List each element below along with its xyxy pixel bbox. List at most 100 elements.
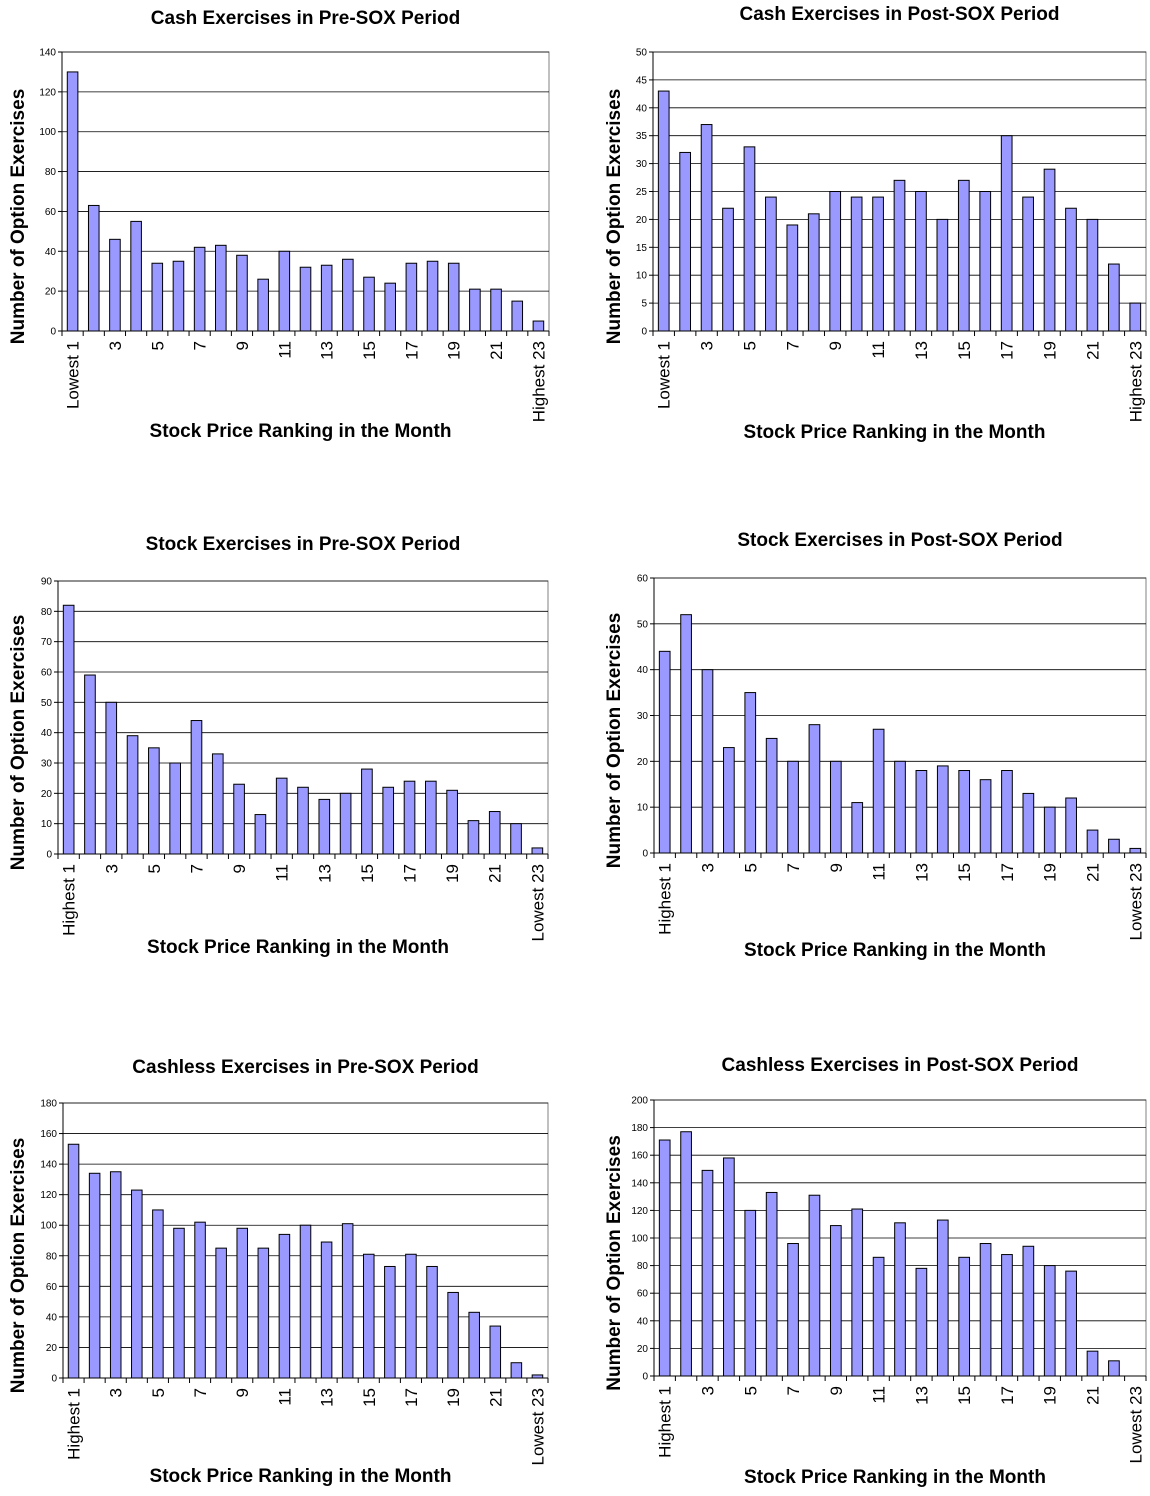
x-tick-label: 3 [698, 341, 717, 350]
y-tick-label: 200 [631, 1096, 648, 1107]
bar [1107, 263, 1120, 332]
bar [426, 1265, 438, 1379]
x-tick-label: 21 [1084, 863, 1103, 882]
x-tick-label: 3 [102, 864, 121, 873]
bar [278, 1233, 291, 1379]
x-ticks [653, 853, 1147, 858]
bar [151, 262, 164, 332]
y-tick-label: 60 [637, 1289, 649, 1300]
y-tick-label: 10 [637, 803, 649, 814]
x-tick-label: 7 [784, 863, 803, 872]
x-tick-label: 19 [1041, 1386, 1060, 1405]
bar [510, 1362, 523, 1379]
x-tick-label: 17 [402, 1388, 421, 1407]
x-tick-label: 11 [275, 341, 294, 359]
x-tick-label: 21 [486, 864, 505, 883]
x-tick-label: 21 [1083, 341, 1102, 360]
bar [851, 1208, 864, 1377]
y-tick-label: 180 [40, 1099, 57, 1110]
x-tick-label: Lowest 1 [655, 341, 674, 409]
bar [425, 780, 437, 855]
y-tick-label: 0 [46, 850, 52, 861]
bar [658, 650, 671, 854]
x-tick-label: 7 [191, 341, 210, 350]
x-tick-label: Highest 23 [529, 341, 548, 422]
y-tick-label: 5 [641, 299, 647, 310]
x-tick-label: 11 [869, 341, 888, 359]
y-tick-labels: 0 5 10 15 20 25 30 35 40 45 50 [636, 48, 653, 338]
bar [1086, 829, 1099, 854]
x-tick-label: 15 [360, 341, 379, 360]
x-axis-title: Stock Price Ranking in the Month [150, 1466, 452, 1487]
x-tick-label: 19 [445, 341, 464, 360]
bar [490, 288, 502, 332]
bar [384, 282, 396, 332]
y-tick-label: 0 [642, 849, 648, 860]
bar [872, 196, 884, 332]
bar [211, 753, 224, 855]
x-axis-title: Stock Price Ranking in the Month [150, 421, 452, 442]
bar [299, 266, 312, 332]
x-tick-label: 17 [998, 341, 1017, 360]
bar [808, 724, 821, 854]
bar [680, 614, 692, 854]
bar [979, 779, 992, 854]
y-gridlines [58, 580, 548, 825]
x-tick-label: 7 [783, 341, 802, 350]
x-tick-label: 7 [191, 1388, 210, 1397]
y-tick-label: 80 [637, 1261, 649, 1272]
chart-stock-post-sox: Stock Exercises in Post-SOX Period 0 10 20 3… [596, 526, 1150, 986]
x-tick-label: 9 [230, 864, 249, 873]
bar [447, 262, 460, 332]
x-tick-label: 19 [443, 864, 462, 883]
bar [109, 238, 121, 332]
bar [723, 1157, 735, 1377]
chart-title: Cashless Exercises in Post-SOX Period [722, 1055, 1079, 1076]
bar [1022, 196, 1034, 332]
bar [510, 823, 522, 855]
bar [1001, 1254, 1013, 1377]
y-tick-label: 20 [636, 215, 648, 226]
bar [1043, 168, 1056, 332]
bar [872, 1256, 885, 1377]
bar [363, 276, 375, 332]
x-tick-label: Highest 23 [1126, 341, 1145, 422]
x-tick-labels: Lowest 1 3 5 7 9 11 13 15 17 19 21 Highest 23 [655, 341, 1146, 422]
bar [1043, 806, 1056, 854]
x-ticks [652, 331, 1147, 336]
x-tick-label: 15 [955, 1386, 974, 1405]
bar [152, 1209, 164, 1379]
bar [1022, 1245, 1035, 1377]
y-tick-label: 40 [45, 247, 57, 258]
x-tick-label: 15 [955, 863, 974, 882]
bars [658, 1131, 1120, 1377]
y-axis-title: Number of Option Exercises [604, 1135, 625, 1391]
y-tick-labels: 0 20 40 60 80 100 120 140 160 180 [40, 1099, 63, 1385]
bar [362, 1253, 375, 1379]
bar [1000, 135, 1013, 332]
x-tick-labels: Highest 1 3 5 7 9 11 13 15 17 19 21 Lowest 23 [656, 1386, 1146, 1464]
x-tick-label: 7 [187, 864, 206, 873]
y-tick-label: 20 [637, 1344, 649, 1355]
bar [829, 1225, 842, 1377]
y-tick-label: 0 [51, 1374, 57, 1385]
bar [893, 179, 906, 332]
x-tick-labels: Highest 1 3 5 7 9 11 13 15 17 19 21 Lowest 23 [656, 863, 1146, 941]
bar [1043, 1265, 1056, 1377]
y-tick-label: 90 [41, 577, 53, 588]
chart-title: Stock Exercises in Post-SOX Period [737, 530, 1062, 551]
chart-cashless-pre-sox: Cashless Exercises in Pre-SOX Period 0 20 4… [0, 1050, 560, 1496]
y-tick-label: 50 [41, 698, 53, 709]
x-tick-label: Highest 1 [60, 864, 79, 936]
bar [382, 786, 395, 855]
y-tick-label: 100 [40, 1221, 57, 1232]
x-tick-label: Highest 1 [656, 1386, 675, 1458]
y-tick-label: 140 [39, 48, 56, 59]
bar [236, 1227, 249, 1379]
chart-title: Cash Exercises in Post-SOX Period [740, 4, 1060, 25]
y-gridlines [653, 51, 1146, 304]
x-tick-label: 9 [233, 341, 252, 350]
x-ticks [61, 331, 550, 336]
y-tick-label: 20 [46, 1343, 58, 1354]
bar [320, 1241, 333, 1379]
